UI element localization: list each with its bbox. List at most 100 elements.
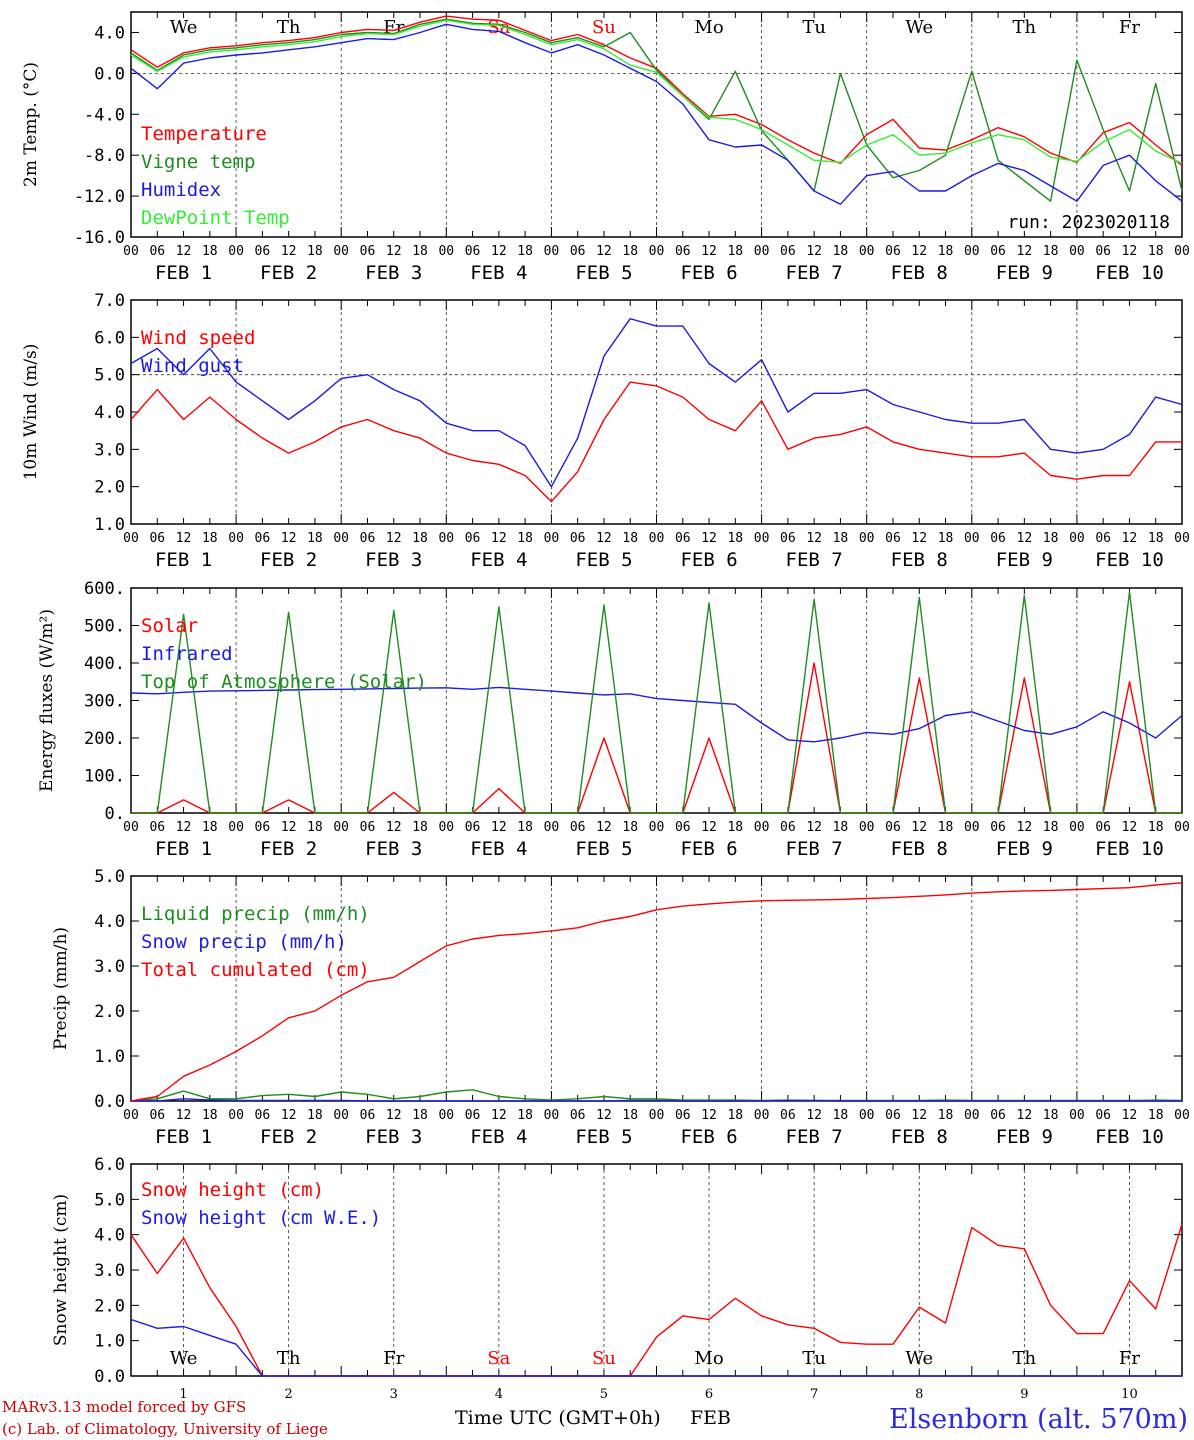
hour-tick-label: 12 (176, 531, 192, 546)
legend-entry: Infrared (141, 643, 233, 665)
hour-tick-label: 18 (202, 531, 218, 546)
hour-tick-label: 00 (859, 1108, 875, 1123)
hour-tick-label: 00 (544, 820, 560, 835)
plot-frame-3 (130, 587, 1183, 814)
hour-tick-label: 18 (833, 1108, 849, 1123)
legend-entry: Snow height (cm W.E.) (141, 1207, 381, 1229)
hour-tick-label: 00 (438, 244, 454, 259)
hour-tick-label: 00 (859, 244, 875, 259)
date-label: FEB 9 (996, 262, 1053, 284)
hour-tick-label: 00 (438, 820, 454, 835)
hour-tick-label: 06 (990, 531, 1006, 546)
hour-tick-label: 18 (1148, 820, 1164, 835)
hour-tick-label: 00 (123, 820, 139, 835)
plot-frame-1 (130, 11, 1183, 238)
y-tick-label: 2.0 (94, 478, 125, 498)
date-label: FEB 7 (786, 1126, 843, 1148)
hour-tick-label: 18 (202, 244, 218, 259)
day-number-label: 8 (915, 1387, 923, 1402)
date-label: FEB 6 (680, 838, 737, 860)
y-tick-label: -4.0 (84, 105, 125, 125)
hour-tick-label: 00 (964, 820, 980, 835)
hour-tick-label: 06 (570, 1108, 586, 1123)
hour-tick-label: 00 (333, 1108, 349, 1123)
hour-tick-label: 18 (727, 1108, 743, 1123)
hour-tick-label: 06 (360, 1108, 376, 1123)
date-label: FEB 5 (575, 838, 632, 860)
series-line-infrared (130, 686, 1183, 743)
date-label: FEB 7 (786, 262, 843, 284)
series-line-top-of-atmosphere-solar- (131, 591, 1182, 814)
hour-tick-label: 12 (281, 1108, 297, 1123)
date-label: FEB 8 (891, 549, 948, 571)
date-label: FEB 4 (470, 1126, 527, 1148)
y-tick-label: 4.0 (94, 403, 125, 423)
hour-tick-label: 00 (438, 1108, 454, 1123)
day-number-label: 7 (810, 1387, 818, 1402)
y-tick-label: 3.0 (94, 1261, 125, 1281)
hour-tick-label: 18 (727, 531, 743, 546)
hour-tick-label: 12 (596, 1108, 612, 1123)
hour-tick-label: 00 (1174, 1108, 1190, 1123)
date-label: FEB 2 (260, 1126, 317, 1148)
hour-tick-label: 12 (806, 820, 822, 835)
hour-tick-label: 12 (281, 820, 297, 835)
hour-tick-label: 00 (228, 820, 244, 835)
day-number-label: 5 (600, 1387, 608, 1402)
hour-tick-label: 06 (780, 531, 796, 546)
hour-tick-label: 18 (412, 244, 428, 259)
hour-tick-label: 00 (649, 244, 665, 259)
hour-tick-label: 00 (123, 1108, 139, 1123)
hour-tick-label: 12 (1017, 244, 1033, 259)
hour-tick-label: 00 (754, 244, 770, 259)
hour-tick-label: 12 (701, 1108, 717, 1123)
hour-tick-label: 18 (727, 820, 743, 835)
hour-tick-label: 00 (228, 531, 244, 546)
y-tick-label: -12.0 (74, 187, 125, 207)
date-label: FEB 8 (891, 838, 948, 860)
day-number-label: 3 (390, 1387, 398, 1402)
y-tick-label: 1.0 (94, 1332, 125, 1352)
legend-entry: Vigne temp (141, 151, 255, 173)
y-axis-label: Precip (mm/h) (51, 927, 71, 1050)
y-tick-label: 7.0 (94, 291, 125, 311)
hour-tick-label: 12 (911, 820, 927, 835)
date-label: FEB 10 (1095, 1126, 1164, 1148)
hour-tick-label: 12 (176, 1108, 192, 1123)
hour-tick-label: 00 (1069, 244, 1085, 259)
y-tick-label: 1.0 (94, 515, 125, 535)
hour-tick-label: 06 (675, 1108, 691, 1123)
hour-tick-label: 12 (806, 531, 822, 546)
y-tick-label: 3.0 (94, 957, 125, 977)
y-tick-label: 2.0 (94, 1002, 125, 1022)
legend-entry: Temperature (141, 123, 267, 145)
hour-tick-label: 18 (622, 820, 638, 835)
date-label: FEB 5 (575, 262, 632, 284)
y-tick-label: 500. (84, 617, 125, 637)
hour-tick-label: 18 (1043, 244, 1059, 259)
hour-tick-label: 18 (938, 820, 954, 835)
date-label: FEB 1 (155, 549, 212, 571)
hour-tick-label: 06 (360, 531, 376, 546)
hour-tick-label: 06 (570, 244, 586, 259)
hour-tick-label: 06 (885, 1108, 901, 1123)
hour-tick-label: 12 (911, 1108, 927, 1123)
hour-tick-label: 12 (386, 1108, 402, 1123)
y-tick-label: 5.0 (94, 366, 125, 386)
station-name: Elsenborn (alt. 570m) (889, 1404, 1188, 1435)
hour-tick-label: 06 (675, 244, 691, 259)
legend-entry: Snow height (cm) (141, 1179, 324, 1201)
series-line-wind-gust (130, 318, 1183, 488)
hour-tick-label: 18 (517, 531, 533, 546)
hour-tick-label: 18 (1043, 531, 1059, 546)
y-tick-label: 400. (84, 654, 125, 674)
date-label: FEB 2 (260, 262, 317, 284)
hour-tick-label: 12 (701, 820, 717, 835)
y-axis-label: 10m Wind (m/s) (21, 344, 41, 481)
series-line-temperature (130, 15, 1183, 166)
y-tick-label: 5.0 (94, 1190, 125, 1210)
hour-tick-label: 18 (307, 531, 323, 546)
hour-tick-label: 06 (675, 820, 691, 835)
date-label: FEB 10 (1095, 262, 1164, 284)
hour-tick-label: 12 (281, 244, 297, 259)
